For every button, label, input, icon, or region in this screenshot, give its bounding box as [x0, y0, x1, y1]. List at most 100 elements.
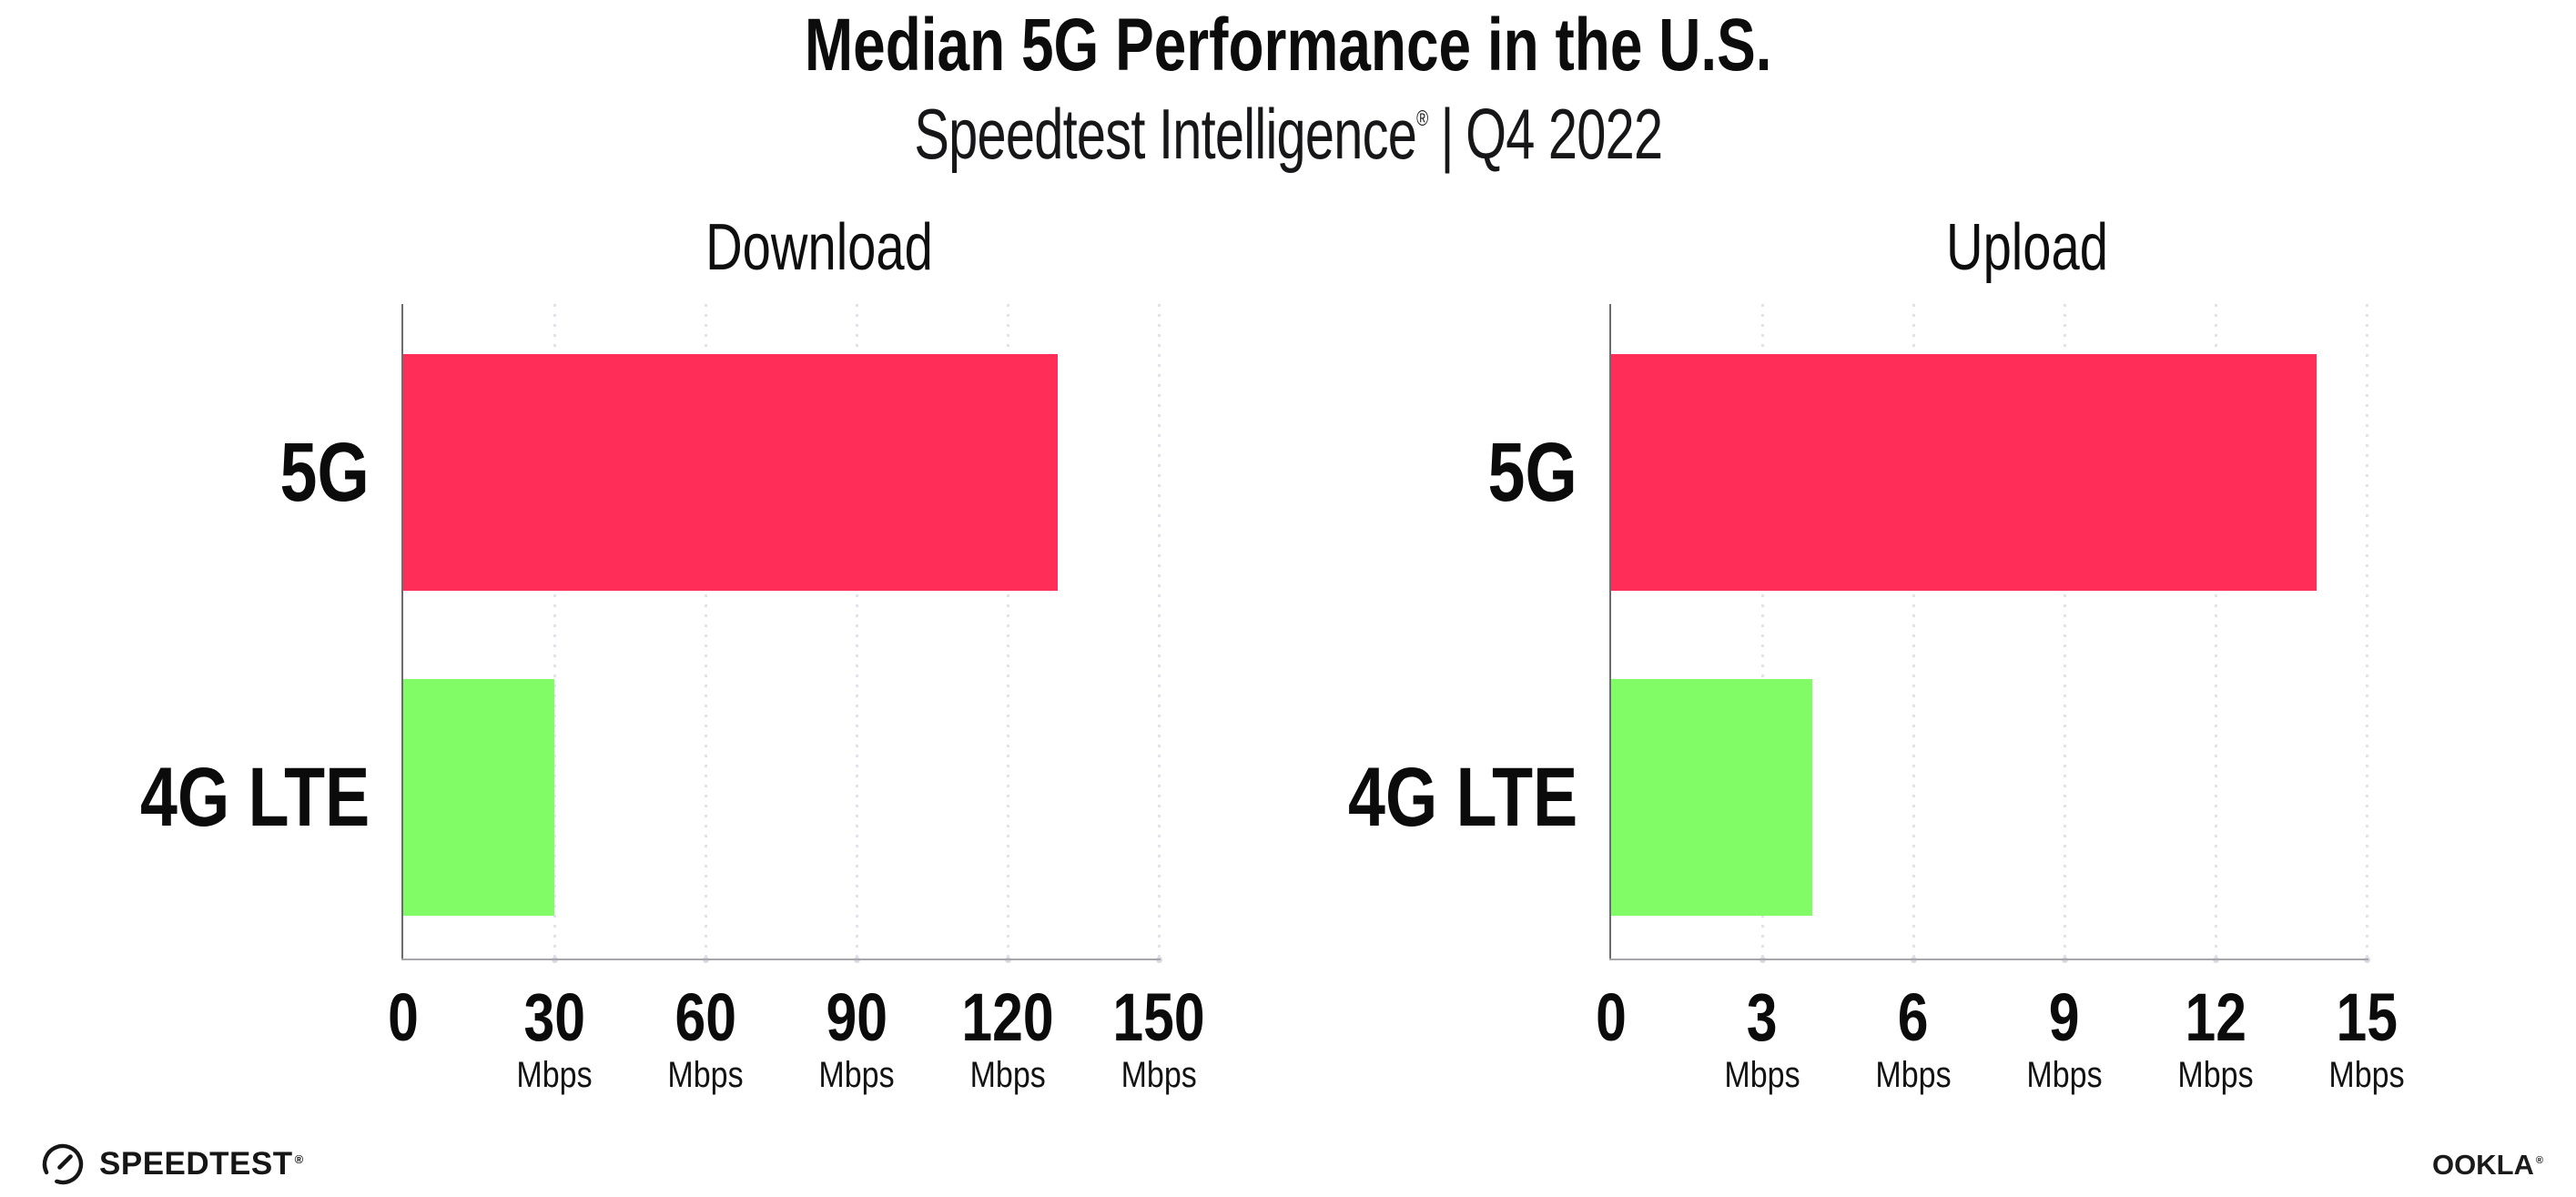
y-axis-label-5g: 5G — [1141, 354, 1577, 591]
x-tick-unit: Mbps — [510, 1057, 599, 1093]
x-tick-number: 90 — [812, 979, 901, 1055]
x-tick-number: 60 — [661, 979, 750, 1055]
x-axis-ticks: 0 3 Mbps 6 Mbps 9 Mbps 12 Mbps 15 Mbps — [1596, 959, 2404, 1141]
x-tick-unit: Mbps — [1718, 1057, 1807, 1093]
x-tick-unit-text: Mbps — [2026, 1055, 2103, 1095]
ookla-logo: OOKLA ® — [2432, 1149, 2543, 1182]
x-tick-number-text: 15 — [2336, 979, 2398, 1055]
upload-chart-title: Upload — [1922, 213, 2130, 282]
x-tick-unit: Mbps — [1102, 1057, 1214, 1093]
x-tick-number-text: 9 — [2049, 979, 2080, 1055]
bars-layer — [1611, 304, 2367, 959]
y-axis-line — [1609, 304, 1611, 959]
x-tick-label: 0 — [384, 979, 421, 1055]
x-tick-unit-text: Mbps — [969, 1055, 1046, 1095]
x-tick-unit: Mbps — [951, 1057, 1063, 1093]
subtitle-period: Q4 2022 — [1465, 94, 1663, 174]
upload-chart-title-text: Upload — [1945, 211, 2108, 284]
y-axis-label-text: 4G LTE — [1347, 750, 1577, 844]
x-tick-unit: Mbps — [1869, 1057, 1958, 1093]
x-tick-label: 3 Mbps — [1718, 979, 1807, 1094]
y-axis-label-text: 5G — [1487, 425, 1577, 519]
y-axis-label-text: 5G — [279, 425, 370, 519]
x-tick-number-text: 0 — [388, 979, 419, 1055]
x-tick-number: 6 — [1869, 979, 1958, 1055]
ookla-wordmark-text: OOKLA — [2431, 1149, 2534, 1181]
y-axis-line — [401, 304, 403, 959]
speedtest-logo: SPEEDTEST ® — [40, 1141, 304, 1187]
x-tick-number-text: 12 — [2185, 979, 2246, 1055]
x-tick-label: 6 Mbps — [1869, 979, 1958, 1094]
x-tick-label: 0 — [1592, 979, 1629, 1055]
y-labels: 5G 4G LTE — [0, 304, 370, 959]
registered-mark: ® — [1415, 107, 1428, 131]
x-tick-number: 0 — [1592, 979, 1629, 1055]
x-tick-label: 9 Mbps — [2020, 979, 2109, 1094]
y-axis-label-5g: 5G — [0, 354, 370, 591]
x-tick-unit: Mbps — [2171, 1057, 2260, 1093]
subtitle-brand: Speedtest Intelligence — [914, 94, 1416, 174]
x-axis-line — [1609, 959, 2368, 960]
x-tick-number-text: 3 — [1747, 979, 1778, 1055]
x-tick-number-text: 0 — [1596, 979, 1627, 1055]
x-tick-unit-text: Mbps — [1121, 1055, 1197, 1095]
x-tick-number: 3 — [1718, 979, 1807, 1055]
ookla-registered-mark: ® — [2535, 1155, 2543, 1166]
speedtest-registered-mark: ® — [294, 1152, 304, 1166]
bars-layer — [403, 304, 1159, 959]
y-labels: 5G 4G LTE — [1141, 304, 1577, 959]
x-tick-number-text: 120 — [961, 979, 1054, 1055]
x-tick-number: 120 — [951, 979, 1063, 1055]
x-tick-unit: Mbps — [812, 1057, 901, 1093]
x-tick-unit-text: Mbps — [667, 1055, 744, 1095]
x-tick-unit: Mbps — [2322, 1057, 2411, 1093]
y-axis-label-4g-lte: 4G LTE — [0, 679, 370, 916]
y-axis-label-text: 4G LTE — [139, 750, 370, 844]
x-axis-line — [401, 959, 1161, 960]
upload-chart: Upload 5G 4G LTE 0 3 Mbps 6 Mbps 9 Mbps 12 Mbps 15… — [1348, 213, 2405, 1093]
x-tick-unit-text: Mbps — [516, 1055, 593, 1095]
x-tick-number-text: 90 — [826, 979, 887, 1055]
page-subtitle: Speedtest Intelligence® | Q4 2022 — [0, 91, 2576, 195]
x-tick-number-text: 150 — [1112, 979, 1205, 1055]
bar-4g-lte — [403, 679, 554, 916]
x-tick-number: 30 — [510, 979, 599, 1055]
x-axis-ticks: 0 30 Mbps 60 Mbps 90 Mbps 120 Mbps 150 Mbps — [388, 959, 1204, 1141]
x-tick-label: 60 Mbps — [661, 979, 750, 1094]
speedtest-gauge-icon — [42, 1143, 84, 1185]
x-tick-unit-text: Mbps — [1875, 1055, 1952, 1095]
x-tick-label: 12 Mbps — [2171, 979, 2260, 1094]
x-tick-number: 150 — [1102, 979, 1214, 1055]
x-tick-label: 15 Mbps — [2322, 979, 2411, 1094]
page-title: Median 5G Performance in the U.S. — [0, 0, 2576, 91]
y-axis-label-4g-lte: 4G LTE — [1141, 679, 1577, 916]
x-tick-number: 12 — [2171, 979, 2260, 1055]
download-chart-title: Download — [673, 213, 964, 282]
x-tick-unit-text: Mbps — [2177, 1055, 2254, 1095]
x-tick-number-text: 6 — [1898, 979, 1929, 1055]
x-tick-number-text: 60 — [674, 979, 736, 1055]
bar-5g — [1611, 354, 2317, 591]
x-tick-unit: Mbps — [661, 1057, 750, 1093]
bar-4g-lte — [1611, 679, 1813, 916]
bar-5g — [403, 354, 1059, 591]
x-tick-number: 9 — [2020, 979, 2109, 1055]
download-chart: Download 5G 4G LTE 0 30 Mbps 60 Mbps 90 Mbps 120… — [140, 213, 1205, 1093]
x-tick-label: 90 Mbps — [812, 979, 901, 1094]
x-tick-unit: Mbps — [2020, 1057, 2109, 1093]
x-tick-number-text: 30 — [523, 979, 585, 1055]
x-tick-unit-text: Mbps — [818, 1055, 895, 1095]
x-tick-label: 120 Mbps — [951, 979, 1063, 1094]
x-tick-unit-text: Mbps — [2328, 1055, 2405, 1095]
x-tick-number: 15 — [2322, 979, 2411, 1055]
speedtest-wordmark-text: SPEEDTEST — [99, 1146, 293, 1182]
download-chart-title-text: Download — [705, 211, 933, 284]
speedtest-wordmark: SPEEDTEST ® — [99, 1146, 304, 1182]
x-tick-unit-text: Mbps — [1724, 1055, 1800, 1095]
page-subtitle-text: Speedtest Intelligence® | Q4 2022 — [914, 91, 1663, 195]
x-tick-label: 30 Mbps — [510, 979, 599, 1094]
subtitle-divider: | — [1440, 94, 1454, 174]
x-tick-label: 150 Mbps — [1102, 979, 1214, 1094]
x-tick-number: 0 — [384, 979, 421, 1055]
